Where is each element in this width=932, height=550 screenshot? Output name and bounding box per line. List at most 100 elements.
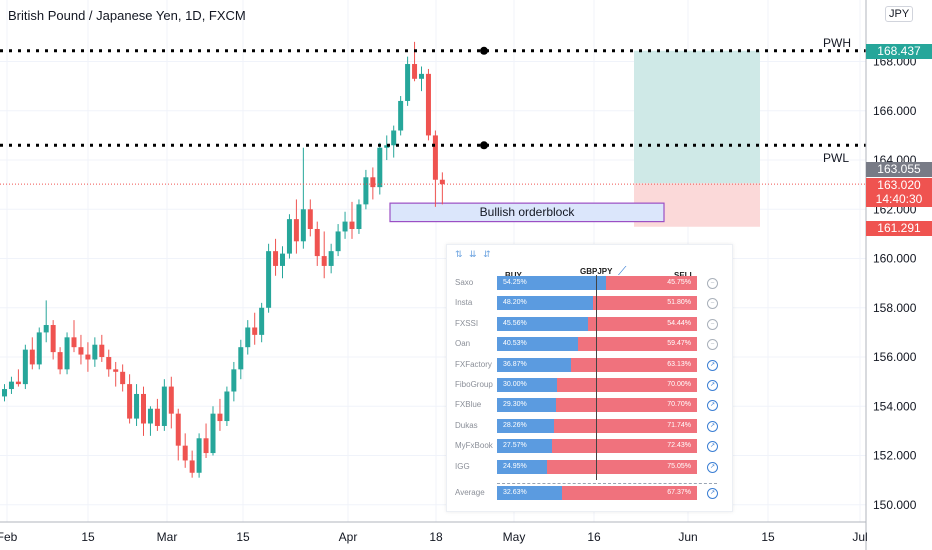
buy-fill <box>497 337 579 352</box>
chart-line-icon[interactable]: ⟋ <box>618 264 627 278</box>
buy-fill <box>497 357 571 372</box>
pwh-label: PWH <box>823 36 851 50</box>
broker-name: FXBlue <box>455 400 482 410</box>
disabled-link-icon[interactable]: – <box>707 278 718 289</box>
candle-body <box>266 251 272 308</box>
sentiment-bar: 28.26% 71.74% <box>497 418 697 433</box>
buy-header: BUY <box>505 271 522 280</box>
sentiment-bar: 54.25% 45.75% <box>497 276 697 290</box>
broker-name: FiboGroup <box>455 380 493 389</box>
y-tick-label: 156.000 <box>873 350 917 364</box>
buy-fill <box>497 276 606 290</box>
sentiment-bar: 48.20% 51.80% <box>497 296 697 311</box>
panel-toolbar-icons[interactable]: ⇅ ⇊ ⇵ <box>455 249 493 259</box>
candle-body <box>154 408 160 426</box>
pwl-anchor[interactable] <box>480 141 488 150</box>
candle-body <box>210 413 216 454</box>
buy-percent: 54.25% <box>503 279 527 286</box>
x-tick-label: 15 <box>236 530 250 544</box>
open-link-icon[interactable]: ↗ <box>707 420 718 432</box>
candle-body <box>398 100 404 131</box>
sentiment-panel: ⇅ ⇊ ⇵ BUY GBPJPY ⟋ SELL Saxo 54.25% 45.75%… <box>446 244 733 512</box>
candle-body <box>22 349 28 385</box>
candle-body <box>127 384 133 419</box>
take-profit-zone[interactable] <box>634 50 760 184</box>
candle-body <box>182 445 188 461</box>
sell-fill <box>593 296 697 311</box>
buy-fill <box>497 398 556 413</box>
buy-percent: 30.00% <box>503 381 527 388</box>
candle-body <box>349 221 355 229</box>
candle-body <box>120 371 126 385</box>
candle-body <box>92 344 98 360</box>
x-tick-label: Jul <box>852 530 867 544</box>
disabled-link-icon[interactable]: – <box>707 339 718 351</box>
level-lines <box>0 46 866 185</box>
candle-body <box>439 179 445 185</box>
pwh-price-tag: 168.437 <box>866 44 932 59</box>
fifty-percent-line <box>596 275 597 480</box>
sell-fill <box>578 337 697 352</box>
sentiment-row: FXSSI 45.56% 54.44% – <box>447 316 732 332</box>
candle-body <box>245 327 251 348</box>
candle-body <box>280 253 285 266</box>
x-tick-label: Apr <box>339 530 358 544</box>
open-link-icon[interactable]: ↗ <box>707 461 718 473</box>
currency-button[interactable]: JPY <box>885 6 914 22</box>
orderblock-label: Bullish orderblock <box>479 205 575 219</box>
sell-fill <box>553 418 697 433</box>
sentiment-bar: 30.00% 70.00% <box>497 378 697 392</box>
candle-body <box>99 344 105 358</box>
open-link-icon[interactable]: ↗ <box>707 380 718 391</box>
buy-fill <box>497 418 554 433</box>
candle-body <box>189 460 195 473</box>
candle-body <box>36 332 42 365</box>
disabled-link-icon[interactable]: – <box>707 318 718 330</box>
x-tick-label: 18 <box>429 530 443 544</box>
sentiment-bar: 40.53% 59.47% <box>497 337 697 352</box>
sell-fill <box>605 276 697 290</box>
open-link-icon[interactable]: ↗ <box>707 359 718 371</box>
sentiment-row: FiboGroup 30.00% 70.00% ↗ <box>447 378 732 393</box>
pwl-label: PWL <box>823 151 850 165</box>
buy-fill <box>497 486 563 500</box>
sentiment-row: Saxo 54.25% 45.75% – <box>447 276 732 291</box>
candle-body <box>161 386 167 426</box>
sentiment-row: Oan 40.53% 59.47% – <box>447 337 732 352</box>
broker-name: MyFxBook <box>455 441 493 451</box>
buy-percent: 29.30% <box>503 401 527 409</box>
x-tick-label: 15 <box>761 530 775 544</box>
y-tick-label: 160.000 <box>873 252 917 266</box>
candle-body <box>419 73 424 79</box>
sell-fill <box>557 378 697 392</box>
sell-fill <box>555 398 697 413</box>
buy-percent: 24.95% <box>503 462 527 470</box>
candle-body <box>273 251 279 266</box>
buy-fill <box>497 296 594 311</box>
orderblock-box[interactable] <box>389 202 665 223</box>
sell-percent: 63.13% <box>667 360 691 368</box>
open-link-icon[interactable]: ↗ <box>707 400 718 412</box>
sell-fill <box>570 357 697 372</box>
sentiment-row: FXFactory 36.87% 63.13% ↗ <box>447 357 732 373</box>
candle-body <box>405 64 411 101</box>
open-link-icon[interactable]: ↗ <box>707 441 718 453</box>
disabled-link-icon[interactable]: – <box>707 298 718 310</box>
buy-fill <box>497 316 589 331</box>
pwh-anchor[interactable] <box>480 46 488 55</box>
candle-body <box>113 369 119 372</box>
candle-body <box>370 177 376 188</box>
y-tick-label: 158.000 <box>873 301 917 315</box>
sentiment-bar: 45.56% 54.44% <box>497 316 697 331</box>
sentiment-bar: 29.30% 70.70% <box>497 398 697 413</box>
open-link-icon[interactable]: ↗ <box>707 488 718 499</box>
sentiment-row: FXBlue 29.30% 70.70% ↗ <box>447 398 732 413</box>
sell-percent: 70.00% <box>667 381 691 388</box>
candle-body <box>412 64 418 79</box>
broker-name: Oan <box>455 339 471 349</box>
sell-percent: 75.05% <box>667 462 691 470</box>
sentiment-row: IGG 24.95% 75.05% ↗ <box>447 459 732 475</box>
sell-percent: 71.74% <box>667 421 691 429</box>
sell-percent: 54.44% <box>667 319 691 327</box>
candle-body <box>106 357 112 370</box>
